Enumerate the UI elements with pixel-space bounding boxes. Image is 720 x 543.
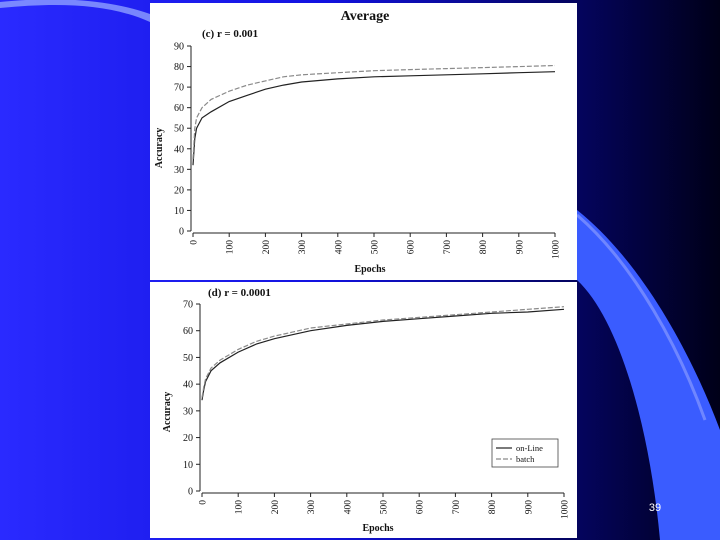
x-tick-label: 100 <box>235 500 245 515</box>
legend-label: batch <box>516 454 535 464</box>
y-tick-label: 80 <box>174 62 184 73</box>
y-tick-label: 10 <box>174 206 184 217</box>
legend-box <box>491 438 559 468</box>
x-tick-label: 1000 <box>561 500 571 519</box>
chart-subtitle: (d) r = 0.0001 <box>208 287 271 299</box>
legend-label: on-Line <box>516 443 543 453</box>
accuracy-chart-d: (d) r = 0.0001 Accuracy Epochs 0 10 20 30 40… <box>162 287 571 534</box>
chart-panel-bottom: (d) r = 0.0001 Accuracy Epochs 0 10 20 30 40… <box>150 282 577 538</box>
y-tick-label: 0 <box>188 487 193 498</box>
decorative-swoosh-top <box>0 0 150 22</box>
y-tick-label: 0 <box>179 227 184 238</box>
y-axis-label: Accuracy <box>162 392 173 433</box>
decorative-swoosh-right <box>577 210 720 540</box>
y-tick-label: 20 <box>183 433 193 444</box>
y-tick-label: 90 <box>174 42 184 53</box>
x-tick-label: 0 <box>199 500 209 505</box>
x-tick-label: 200 <box>262 240 272 255</box>
x-tick-label: 1000 <box>552 240 562 259</box>
chart-subtitle: (c) r = 0.001 <box>202 28 258 40</box>
x-tick-label: 300 <box>298 240 308 255</box>
x-tick-label: 700 <box>443 240 453 255</box>
y-tick-label: 70 <box>174 83 184 94</box>
series-line-on-line <box>201 308 565 401</box>
y-tick-label: 20 <box>174 185 184 196</box>
accuracy-chart-c: Average (c) r = 0.001 Accuracy Epochs 0 1… <box>154 9 562 275</box>
decorative-swoosh-right-highlight <box>576 213 707 421</box>
x-tick-label: 700 <box>452 500 462 515</box>
y-axis-label: Accuracy <box>154 128 165 169</box>
y-tick-label: 70 <box>183 300 193 311</box>
x-tick-label: 400 <box>334 240 344 255</box>
x-tick-label: 200 <box>271 500 281 515</box>
x-tick-label: 600 <box>416 500 426 515</box>
x-tick-label: 600 <box>407 240 417 255</box>
x-tick-label: 0 <box>190 240 200 245</box>
series-line-batch <box>192 64 556 160</box>
x-tick-label: 800 <box>488 500 498 515</box>
x-tick-label: 100 <box>226 240 236 255</box>
x-tick-label: 800 <box>479 240 489 255</box>
y-tick-label: 50 <box>183 353 193 364</box>
page-number: 39 <box>648 502 662 514</box>
y-tick-label: 30 <box>183 406 193 417</box>
x-tick-label: 300 <box>307 500 317 515</box>
x-tick-label: 900 <box>524 500 534 515</box>
y-tick-label: 50 <box>174 124 184 135</box>
y-tick-label: 40 <box>174 144 184 155</box>
y-tick-label: 40 <box>183 380 193 391</box>
x-tick-label: 400 <box>343 500 353 515</box>
y-tick-label: 30 <box>174 165 184 176</box>
y-tick-label: 60 <box>183 326 193 337</box>
x-tick-label: 500 <box>380 500 390 515</box>
x-tick-label: 500 <box>371 240 381 255</box>
y-tick-label: 60 <box>174 103 184 114</box>
x-axis-label: Epochs <box>354 264 385 275</box>
x-tick-label: 900 <box>515 240 525 255</box>
chart-panel-top: Average (c) r = 0.001 Accuracy Epochs 0 1… <box>150 3 577 280</box>
chart-title: Average <box>341 9 390 24</box>
series-line-on-line <box>192 71 556 166</box>
x-axis-label: Epochs <box>362 523 393 534</box>
y-tick-label: 10 <box>183 460 193 471</box>
series-line-batch <box>201 306 565 398</box>
